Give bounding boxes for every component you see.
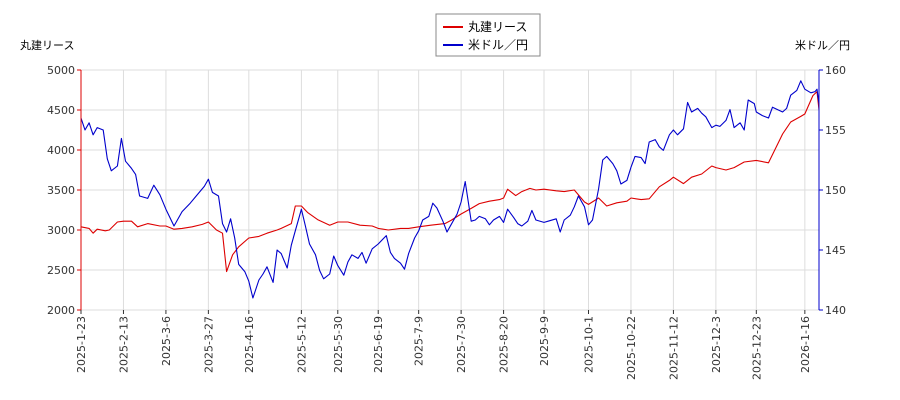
right-tick-label: 140 [825,304,846,317]
right-tick-label: 155 [825,124,846,137]
x-tick-label: 2025-2-13 [117,316,130,373]
right-tick-label: 150 [825,184,846,197]
x-tick-label: 2025-4-16 [243,316,256,373]
series-line-marugen [80,91,820,273]
x-tick-label: 2025-8-20 [498,316,511,373]
series-lines [80,80,820,299]
x-tick-label: 2025-12-23 [750,316,763,380]
right-tick-label: 145 [825,244,846,257]
x-tick-label: 2025-6-19 [372,316,385,373]
x-axis-ticks: 2025-1-23 2025-2-13 2025-3-6 2025-3-27 2025-… [75,310,812,380]
legend: 丸建リース 米ドル／円 [435,13,541,57]
left-axis-ticks: 2000 2500 3000 3500 4000 4500 5000 [47,64,81,317]
left-tick-label: 4500 [47,104,75,117]
left-tick-label: 2000 [47,304,75,317]
x-tick-label: 2025-7-9 [413,316,426,366]
x-tick-label: 2025-5-30 [332,316,345,373]
left-tick-label: 3000 [47,224,75,237]
left-tick-label: 5000 [47,64,75,77]
x-tick-label: 2025-12-3 [710,316,723,373]
left-axis-title: 丸建リース [20,38,74,52]
x-tick-label: 2025-3-27 [202,316,215,373]
x-tick-label: 2025-1-23 [75,316,88,373]
series-line-usdjpy [80,80,820,299]
x-tick-label: 2026-1-16 [799,316,812,373]
legend-label-usdjpy: 米ドル／円 [468,38,528,52]
right-axis-ticks: 140 145 150 155 160 [819,64,846,317]
x-tick-label: 2025-9-9 [538,316,551,366]
left-tick-label: 4000 [47,144,75,157]
x-tick-label: 2025-7-30 [455,316,468,373]
x-tick-label: 2025-3-6 [160,316,173,366]
x-tick-label: 2025-10-22 [625,316,638,380]
x-tick-label: 2025-10-1 [583,316,596,373]
left-tick-label: 3500 [47,184,75,197]
legend-label-marugen: 丸建リース [468,20,527,34]
right-axis-title: 米ドル／円 [795,39,850,52]
x-tick-label: 2025-11-12 [667,316,680,380]
legend-box [435,13,541,57]
left-tick-label: 2500 [47,264,75,277]
x-tick-label: 2025-5-12 [295,316,308,373]
right-tick-label: 160 [825,64,846,77]
